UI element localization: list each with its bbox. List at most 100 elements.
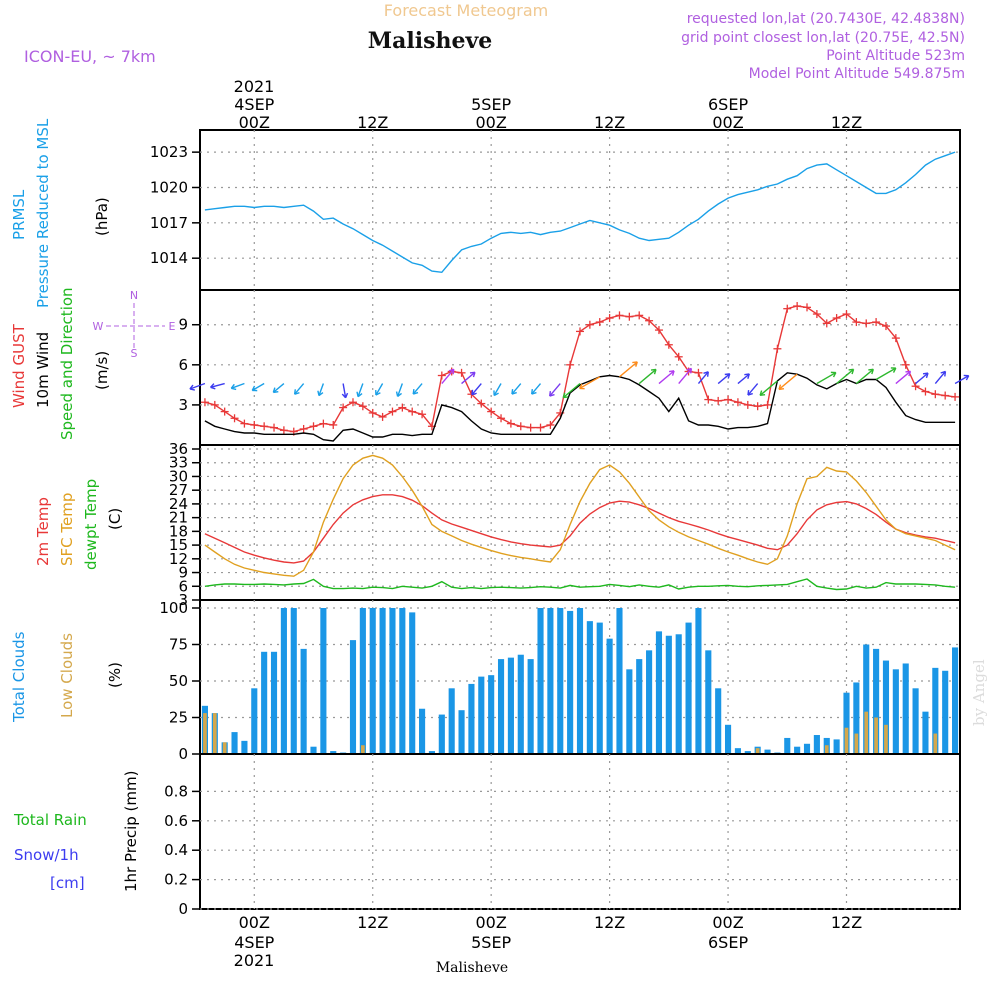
location-title: Malisheve xyxy=(368,28,492,54)
wind-direction-arrow xyxy=(494,384,501,396)
top-date-label: 5SEP xyxy=(471,95,511,114)
temp-sfc-label: SFC Temp xyxy=(58,493,76,566)
gust-marker xyxy=(931,390,939,398)
grid-point-coords: grid point closest lon,lat (20.75E, 42.5… xyxy=(681,30,965,46)
clouds-unit-label: (%) xyxy=(106,662,124,688)
total-clouds-bar xyxy=(656,631,662,754)
low-clouds-bar xyxy=(933,734,937,754)
gust-marker xyxy=(714,397,722,405)
total-clouds-bar xyxy=(468,684,474,754)
gust-marker xyxy=(310,422,318,430)
temp-dewpt-label: dewpt Temp xyxy=(82,479,100,570)
total-clouds-bar xyxy=(281,608,287,754)
gust-marker xyxy=(783,305,791,313)
low-clouds-bar xyxy=(825,745,829,754)
bottom-hour-label: 12Z xyxy=(594,913,625,932)
total-clouds-bar xyxy=(301,649,307,754)
gust-marker xyxy=(359,402,367,410)
gust-marker xyxy=(793,302,801,310)
total-clouds-bar xyxy=(893,669,899,754)
total-clouds-bar xyxy=(419,709,425,754)
wind-direction-arrow xyxy=(342,384,347,398)
total-clouds-bar xyxy=(794,747,800,754)
wind-direction-arrow xyxy=(916,373,928,383)
wind-ytick-label: 6 xyxy=(178,356,188,374)
gust-marker xyxy=(635,311,643,319)
low-clouds-bar xyxy=(361,745,365,754)
model-altitude: Model Point Altitude 549.875m xyxy=(749,66,965,82)
compass-n: N xyxy=(130,289,138,302)
total-clouds-bar xyxy=(616,608,622,754)
precip-labels: Total Rain Snow/1h [cm] 1hr Precip (mm) xyxy=(13,771,140,892)
total-clouds-bar xyxy=(537,608,543,754)
total-clouds-bar xyxy=(597,623,603,754)
bottom-date-label: 6SEP xyxy=(708,933,748,952)
wind-direction-arrow xyxy=(190,384,205,391)
total-clouds-bar xyxy=(725,725,731,754)
wind-direction-arrow xyxy=(748,384,758,396)
gust-marker xyxy=(803,303,811,311)
bottom-hour-label: 12Z xyxy=(357,913,388,932)
gust-marker xyxy=(615,311,623,319)
gust-marker xyxy=(369,409,377,417)
total-clouds-bar xyxy=(241,741,247,754)
gust-marker xyxy=(231,414,239,422)
series-2m-temp xyxy=(205,495,955,563)
wind-direction-arrow xyxy=(639,369,656,383)
bottom-date-label: 5SEP xyxy=(471,933,511,952)
total-clouds-bar xyxy=(636,659,642,754)
gust-marker xyxy=(586,321,594,329)
snow-label: Snow/1h xyxy=(14,846,79,864)
clouds-ytick-label: 50 xyxy=(169,672,188,690)
pressure-ytick-label: 1017 xyxy=(150,214,188,232)
pressure-labels: PRMSL Pressure Reduced to MSL (hPa) xyxy=(10,118,111,308)
wind-direction-arrow xyxy=(512,384,521,395)
wind-direction-arrow xyxy=(619,362,637,377)
wind-ytick-label: 3 xyxy=(178,396,188,414)
gust-marker xyxy=(704,396,712,404)
low-clouds-bar xyxy=(884,725,888,754)
wind-ytick-label: 9 xyxy=(178,316,188,334)
total-clouds-bar xyxy=(498,659,504,754)
gust-marker xyxy=(576,327,584,335)
wind-direction-arrow xyxy=(955,375,969,383)
wind-direction-arrow xyxy=(550,384,561,397)
top-year-label: 2021 xyxy=(234,77,275,96)
gust-marker xyxy=(379,413,387,421)
wind-gust-label: Wind GUST xyxy=(10,323,28,408)
pressure-ytick-label: 1020 xyxy=(150,178,188,196)
total-clouds-bar xyxy=(478,677,484,754)
total-clouds-bar xyxy=(251,688,257,754)
total-clouds-bar xyxy=(646,650,652,754)
wind-direction-arrow xyxy=(231,384,244,390)
gust-marker xyxy=(773,345,781,353)
meteogram-title: Forecast Meteogram xyxy=(384,1,548,20)
total-clouds-bar xyxy=(320,608,326,754)
gust-marker xyxy=(319,420,327,428)
model-label: ICON-EU, ~ 7km xyxy=(24,47,156,66)
gust-marker xyxy=(537,424,545,432)
total-clouds-bar xyxy=(666,636,672,754)
compass-w: W xyxy=(93,320,104,333)
gust-marker xyxy=(260,422,268,430)
compass-s: S xyxy=(131,347,138,360)
total-clouds-bar xyxy=(804,744,810,754)
wind-direction-arrow xyxy=(580,377,600,389)
total-clouds-bar xyxy=(360,608,366,754)
total-clouds-bar xyxy=(389,608,395,754)
gust-marker xyxy=(211,401,219,409)
total-clouds-bar xyxy=(922,712,928,754)
gust-marker xyxy=(300,425,308,433)
credit-watermark: by Angel xyxy=(970,659,988,726)
low-clouds-bar xyxy=(855,734,859,754)
wind-direction-arrow xyxy=(295,384,304,395)
total-clouds-bar xyxy=(291,608,297,754)
gust-marker xyxy=(754,402,762,410)
gust-marker xyxy=(280,426,288,434)
snow-unit-label: [cm] xyxy=(50,874,85,892)
total-clouds-bar xyxy=(834,739,840,754)
wind-direction-arrow xyxy=(376,384,383,396)
